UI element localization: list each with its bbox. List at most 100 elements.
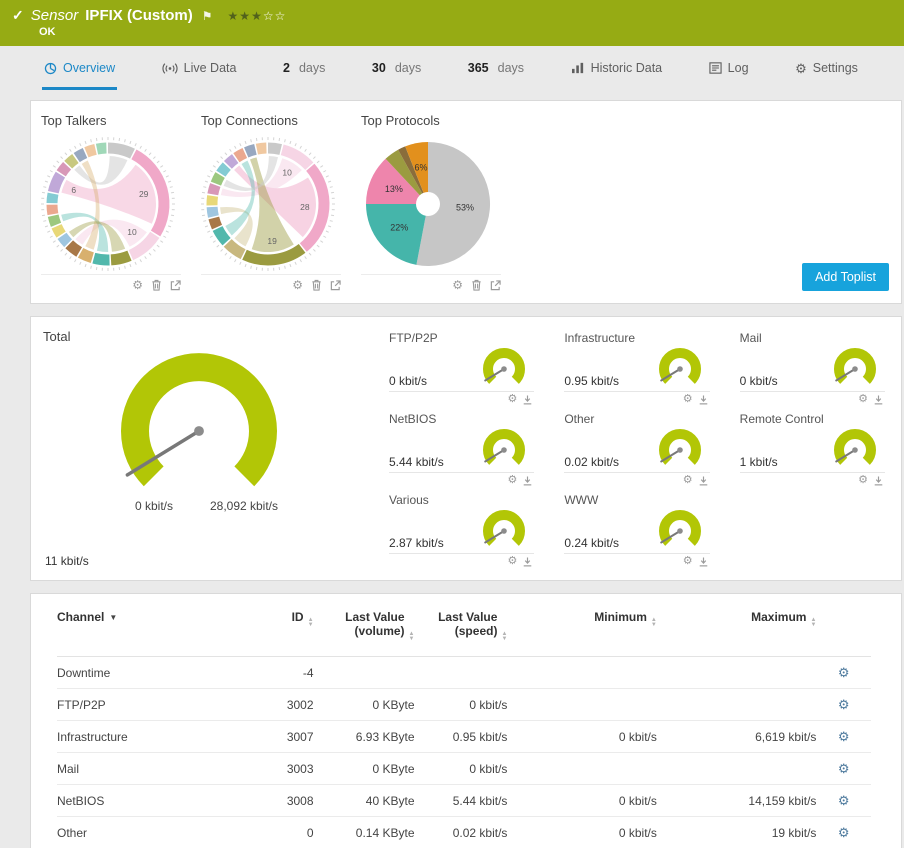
cell-last-value-speed: 5.44 kbit/s: [414, 784, 508, 817]
tab-settings[interactable]: ⚙ Settings: [793, 46, 860, 90]
cell-last-value-speed: 0.95 kbit/s: [414, 720, 508, 753]
tab-label: days: [497, 61, 525, 75]
tab-30-days[interactable]: 30 days: [370, 46, 423, 90]
flag-icon[interactable]: ⚑: [201, 8, 213, 23]
priority-stars[interactable]: ★★★☆☆: [227, 8, 287, 23]
gear-icon[interactable]: ⚙: [682, 555, 693, 567]
tab-number: 2: [283, 61, 290, 75]
toplists-card: Top Talkers 29 10 6 ⚙ Top Connections 10 28 19 ⚙ T…: [30, 100, 902, 304]
channel-gauge-name: Remote Control: [739, 412, 824, 426]
tab-live-data[interactable]: Live Data: [160, 46, 239, 90]
channel-gauge-toolbar: ⚙: [564, 473, 709, 491]
toplist-toolbar: ⚙: [41, 274, 181, 291]
toplist-title: Top Protocols: [361, 113, 440, 128]
channel-gauge-toolbar: ⚙: [740, 392, 885, 410]
cell-minimum: [507, 688, 657, 721]
cell-maximum: 14,159 kbit/s: [656, 784, 817, 817]
gear-icon[interactable]: ⚙: [452, 278, 463, 292]
trash-icon[interactable]: [151, 279, 162, 291]
gear-icon[interactable]: ⚙: [507, 555, 518, 567]
cell-minimum: [507, 752, 657, 785]
cell-last-value-volume: 0 KByte: [313, 688, 415, 721]
download-icon[interactable]: [699, 395, 708, 405]
column-header-id[interactable]: ID ▲ ▼: [236, 610, 314, 657]
svg-text:22%: 22%: [390, 223, 408, 233]
column-header-channel[interactable]: Channel ▼: [57, 610, 237, 657]
download-icon[interactable]: [874, 476, 883, 486]
gear-icon[interactable]: ⚙: [682, 474, 693, 486]
tab-historic-data[interactable]: Historic Data: [569, 46, 665, 90]
table-row: Downtime -4 ⚙: [57, 656, 871, 689]
channel-gauge-dial[interactable]: [650, 507, 710, 553]
toplist-chart[interactable]: 29 10 6: [41, 137, 175, 271]
gear-icon[interactable]: ⚙: [837, 761, 850, 776]
gear-icon[interactable]: ⚙: [507, 393, 518, 405]
gear-icon[interactable]: ⚙: [682, 393, 693, 405]
external-link-icon[interactable]: [170, 279, 181, 291]
toplist-toolbar: ⚙: [201, 274, 341, 291]
download-icon[interactable]: [874, 395, 883, 405]
gear-icon[interactable]: ⚙: [132, 278, 143, 292]
gear-icon[interactable]: ⚙: [837, 697, 850, 712]
channel-gauge-dial[interactable]: [825, 426, 885, 472]
cell-last-value-volume: 0.14 KByte: [313, 816, 415, 848]
cell-channel-settings: ⚙: [816, 784, 871, 817]
sorter-icon[interactable]: ▲ ▼: [408, 631, 415, 642]
channel-gauge-toolbar: ⚙: [389, 554, 534, 572]
sorter-icon[interactable]: ▲ ▼: [501, 631, 508, 642]
channel-gauge-dial[interactable]: [650, 345, 710, 391]
channel-gauge-dial[interactable]: [474, 345, 534, 391]
gear-icon[interactable]: ⚙: [858, 474, 868, 486]
sorter-icon[interactable]: ▲ ▼: [810, 617, 817, 628]
live-data-icon: [162, 62, 178, 75]
gear-icon[interactable]: ⚙: [837, 665, 850, 680]
trash-icon[interactable]: [471, 279, 482, 291]
cell-minimum: [507, 656, 657, 689]
download-icon[interactable]: [523, 557, 532, 567]
column-header-minimum[interactable]: Minimum ▲ ▼: [507, 610, 657, 657]
cell-channel-settings: ⚙: [816, 656, 871, 689]
gear-icon[interactable]: ⚙: [837, 825, 850, 840]
tab-log[interactable]: Log: [707, 46, 751, 90]
table-row: NetBIOS 3008 40 KByte 5.44 kbit/s 0 kbit/s 14…: [57, 784, 871, 817]
trash-icon[interactable]: [311, 279, 322, 291]
svg-text:53%: 53%: [456, 203, 474, 213]
download-icon[interactable]: [523, 395, 532, 405]
gear-icon[interactable]: ⚙: [507, 474, 518, 486]
channel-gauge-dial[interactable]: [474, 426, 534, 472]
channel-gauge-dial[interactable]: [474, 507, 534, 553]
download-icon[interactable]: [699, 476, 708, 486]
cell-last-value-speed: 0.02 kbit/s: [414, 816, 508, 848]
channel-gauge-dial[interactable]: [825, 345, 885, 391]
column-header-maximum[interactable]: Maximum ▲ ▼: [656, 610, 817, 657]
channel-gauge-value: 0.02 kbit/s: [564, 455, 620, 469]
column-header-last-value-speed[interactable]: Last Value (speed) ▲ ▼: [414, 610, 508, 657]
toplist-chart[interactable]: 53% 22% 13% 6%: [361, 137, 495, 271]
gear-icon[interactable]: ⚙: [858, 393, 868, 405]
cell-id: 3008: [236, 784, 314, 817]
cell-channel-settings: ⚙: [816, 752, 871, 785]
external-link-icon[interactable]: [330, 279, 341, 291]
channel-gauge-value: 1 kbit/s: [739, 455, 778, 469]
gear-icon[interactable]: ⚙: [292, 278, 303, 292]
sorter-icon[interactable]: ▲ ▼: [307, 617, 314, 628]
add-toplist-button[interactable]: Add Toplist: [802, 263, 889, 291]
cell-channel-settings: ⚙: [816, 816, 871, 848]
channel-gauge-dial[interactable]: [650, 426, 710, 472]
download-icon[interactable]: [699, 557, 708, 567]
external-link-icon[interactable]: [490, 279, 501, 291]
total-gauge-dial[interactable]: [69, 345, 329, 513]
tab-2-days[interactable]: 2 days: [281, 46, 327, 90]
tab-overview[interactable]: Overview: [42, 46, 118, 90]
gear-icon[interactable]: ⚙: [837, 729, 850, 744]
tab-365-days[interactable]: 365 days: [466, 46, 526, 90]
svg-text:6: 6: [71, 185, 76, 195]
toplist-chart[interactable]: 10 28 19: [201, 137, 335, 271]
column-header-last-value-volume[interactable]: Last Value (volume) ▲ ▼: [313, 610, 415, 657]
download-icon[interactable]: [523, 476, 532, 486]
gear-icon[interactable]: ⚙: [837, 793, 850, 808]
cell-last-value-speed: 0 kbit/s: [414, 752, 508, 785]
cell-minimum: 0 kbit/s: [507, 816, 657, 848]
sorter-icon[interactable]: ▲ ▼: [650, 617, 657, 628]
